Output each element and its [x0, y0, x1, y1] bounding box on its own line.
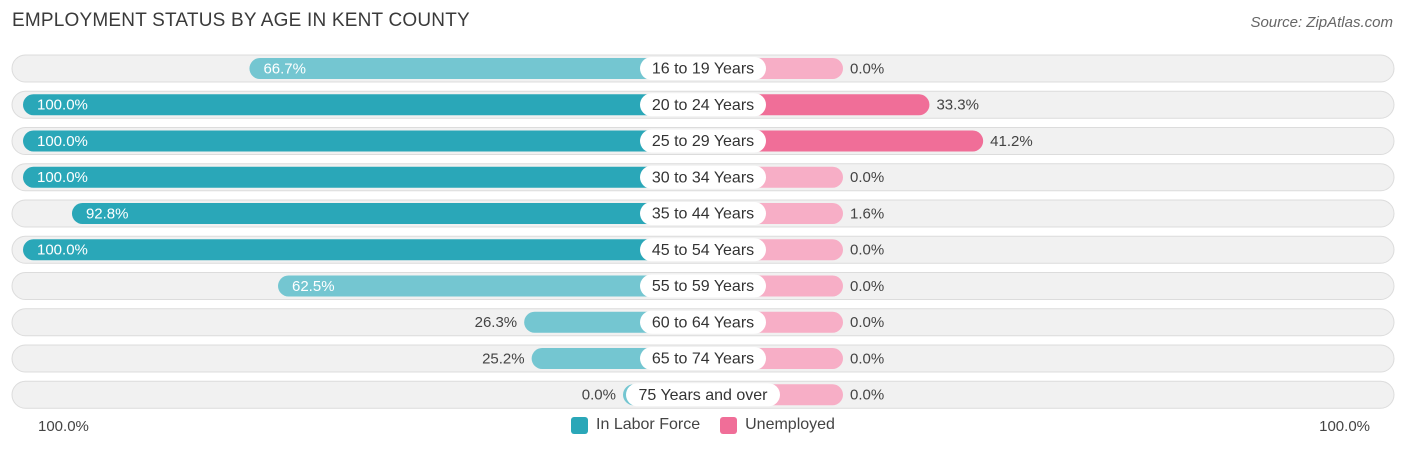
axis-left-label: 100.0% [38, 418, 89, 435]
value-label-labor: 100.0% [37, 242, 88, 259]
category-label-box [640, 238, 766, 262]
source-credit: Source: ZipAtlas.com [1250, 14, 1393, 31]
category-label-box [640, 202, 766, 225]
value-label-unemployed: 1.6% [850, 205, 884, 222]
value-label-labor: 62.5% [292, 278, 335, 295]
value-label-labor: 92.8% [86, 205, 129, 222]
category-label-box [640, 274, 766, 298]
value-label-labor: 26.3% [475, 314, 518, 331]
axis-right-label: 100.0% [1319, 418, 1370, 435]
value-label-unemployed: 0.0% [850, 350, 884, 367]
chart-canvas: 16 to 19 Years 66.7% 0.0% 20 to 24 Years 100… [11, 54, 1395, 409]
bar-labor-force [23, 239, 703, 261]
chart-title: EMPLOYMENT STATUS BY AGE IN KENT COUNTY [12, 10, 470, 31]
legend-label-labor: In Labor Force [596, 416, 701, 433]
category-label: 45 to 54 Years [652, 242, 754, 259]
category-label-box [640, 93, 766, 117]
category-label: 30 to 34 Years [652, 169, 754, 186]
category-label-box [640, 310, 766, 334]
category-label-box [640, 165, 766, 189]
legend-label-unemployed: Unemployed [745, 416, 835, 433]
bar-unemployed [703, 130, 984, 152]
category-label-box [640, 129, 766, 153]
category-label: 20 to 24 Years [652, 97, 754, 114]
value-label-unemployed: 0.0% [850, 278, 884, 295]
legend-swatch-labor [571, 416, 589, 434]
category-label-box [626, 383, 780, 407]
category-label: 35 to 44 Years [652, 206, 754, 223]
bar-labor-force [249, 58, 703, 79]
bar-labor-force [278, 275, 703, 297]
value-label-labor: 100.0% [37, 97, 88, 114]
bar-labor-force [23, 166, 703, 188]
value-label-labor: 25.2% [482, 350, 525, 367]
category-label: 75 Years and over [639, 387, 769, 404]
legend-item-labor: In Labor Force [571, 416, 700, 434]
category-label: 16 to 19 Years [652, 61, 754, 78]
legend-swatch-unemployed [720, 416, 738, 434]
value-label-unemployed: 0.0% [850, 314, 884, 331]
category-label: 55 to 59 Years [652, 278, 754, 295]
value-label-unemployed: 0.0% [850, 387, 884, 404]
category-label-box [640, 347, 766, 370]
category-label-box [640, 57, 766, 80]
legend-item-unemployed: Unemployed [720, 416, 835, 434]
bar-labor-force [71, 203, 703, 224]
value-label-unemployed: 41.2% [990, 133, 1033, 150]
value-label-labor: 100.0% [37, 133, 88, 150]
value-label-unemployed: 33.3% [936, 97, 979, 114]
value-label-unemployed: 0.0% [850, 242, 884, 259]
value-label-labor: 0.0% [582, 387, 616, 404]
legend: In Labor Force Unemployed [0, 416, 1406, 434]
category-label: 65 to 74 Years [652, 351, 754, 368]
value-label-unemployed: 0.0% [850, 60, 884, 77]
category-label: 60 to 64 Years [652, 314, 754, 331]
value-label-unemployed: 0.0% [850, 169, 884, 186]
bar-labor-force [23, 130, 703, 152]
value-label-labor: 66.7% [263, 60, 306, 77]
value-label-labor: 100.0% [37, 169, 88, 186]
category-label: 25 to 29 Years [652, 133, 754, 150]
bar-labor-force [23, 94, 703, 116]
